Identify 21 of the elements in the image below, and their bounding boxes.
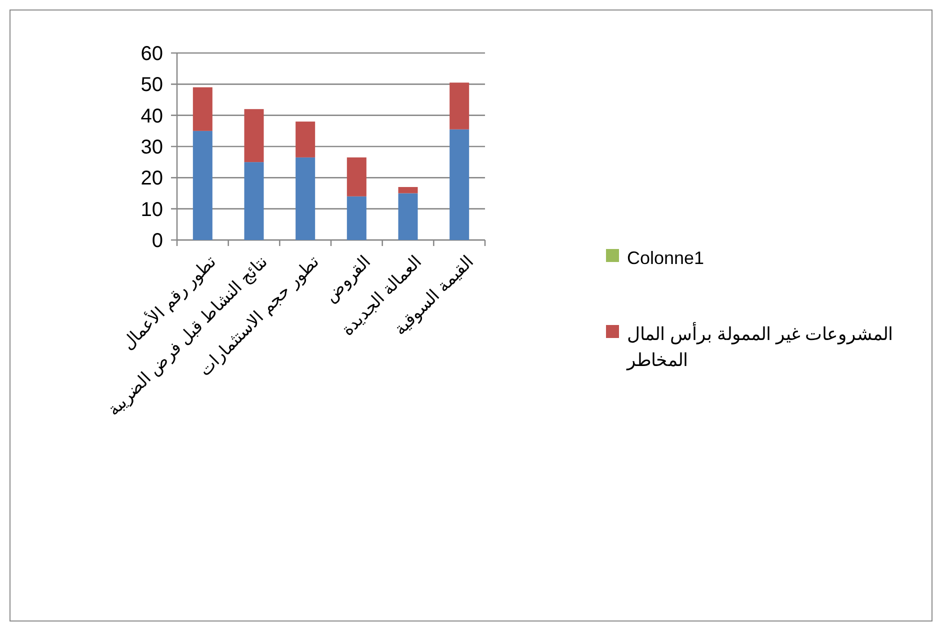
bar [398, 187, 418, 194]
bar [296, 122, 316, 158]
y-tick-label: 40 [140, 105, 163, 128]
y-tick-label: 60 [140, 43, 163, 65]
legend-label: Colonne1 [627, 247, 706, 270]
y-tick-label: 20 [140, 168, 163, 190]
bar [244, 109, 264, 162]
y-tick-label: 50 [140, 74, 163, 96]
bar [450, 129, 470, 240]
y-tick-label: 10 [140, 198, 163, 221]
bar [346, 157, 366, 196]
bar [244, 162, 264, 240]
bar [296, 157, 316, 240]
bar [192, 130, 212, 240]
legend-label: المشروعات غير الممولة برأس المال المخاطر [627, 321, 894, 372]
bar [346, 196, 366, 240]
y-tick-label: 0 [152, 230, 163, 252]
y-tick-label: 30 [140, 136, 163, 158]
bar [398, 193, 418, 240]
bar [450, 82, 470, 130]
bar [192, 87, 212, 131]
